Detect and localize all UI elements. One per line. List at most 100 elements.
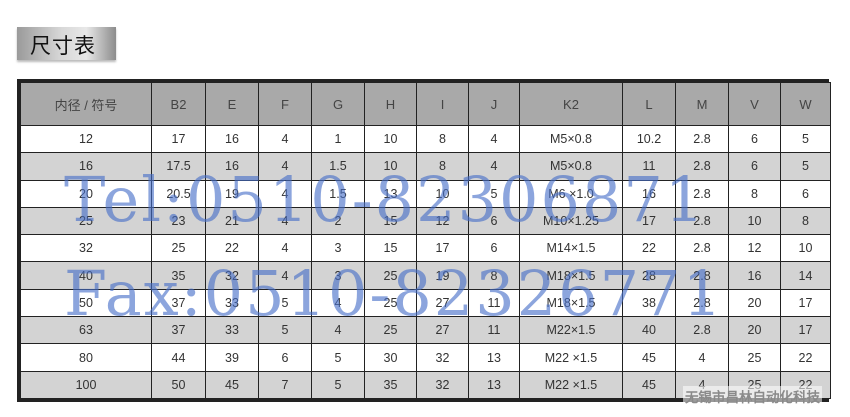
column-header: B2 (151, 82, 206, 126)
table-cell: M22×1.5 (519, 316, 623, 345)
table-cell: 4 (258, 152, 312, 181)
table-cell: 4 (468, 152, 520, 181)
table-cell: 5 (311, 370, 365, 400)
table-cell: 17 (416, 234, 469, 263)
table-cell: 5 (780, 124, 831, 154)
table-cell: 8 (468, 261, 520, 290)
table-cell: 45 (622, 343, 676, 372)
table-row: 25 23 21 4 2 15 12 6 M10×1.25 17 2.8 10 8 (20, 206, 831, 236)
table-cell: 25 (151, 234, 206, 263)
table-cell: 80 (20, 343, 152, 372)
column-header: W (780, 82, 831, 126)
table-cell: M22 ×1.5 (519, 370, 623, 400)
table-cell: 25 (20, 206, 152, 236)
table-cell: 12 (416, 206, 469, 236)
table-cell: 38 (622, 288, 676, 318)
table-cell: 6 (468, 234, 520, 263)
table-cell: 5 (468, 179, 520, 208)
table-cell: 25 (728, 343, 781, 372)
table-cell: 33 (205, 316, 259, 345)
table-cell: 4 (468, 124, 520, 154)
table-cell: 2.8 (675, 288, 729, 318)
table-cell: 16 (205, 152, 259, 181)
table-cell: 28 (622, 261, 676, 290)
table-cell: 35 (364, 370, 417, 400)
table-cell: 40 (622, 316, 676, 345)
table-cell: 11 (622, 152, 676, 181)
table-cell: 6 (728, 124, 781, 154)
table-cell: 20 (728, 316, 781, 345)
column-header: V (728, 82, 781, 126)
table-cell: 6 (780, 179, 831, 208)
table-header-row: 内径 / 符号 B2 E F G H I J K2 L M V W (20, 82, 831, 126)
column-header: I (416, 82, 469, 126)
watermark-company: 无锡市昌林自动化科技 (683, 386, 822, 406)
table-cell: 22 (780, 370, 831, 400)
table-cell: 6 (728, 152, 781, 181)
table-cell: 10.2 (622, 124, 676, 154)
table-row: 12 17 16 4 1 10 8 4 M5×0.8 10.2 2.8 6 5 (20, 124, 831, 154)
table-cell: 19 (416, 261, 469, 290)
table-cell: 16 (622, 179, 676, 208)
table-cell: 3 (311, 261, 365, 290)
table-cell: 1.5 (311, 179, 365, 208)
table-cell: 17 (622, 206, 676, 236)
table-cell: 2.8 (675, 206, 729, 236)
table-cell: M5×0.8 (519, 152, 623, 181)
table-cell: M18×1.5 (519, 288, 623, 318)
table-cell: 20 (728, 288, 781, 318)
table-row: 50 37 33 5 4 25 27 11 M18×1.5 38 2.8 20 17 (20, 288, 831, 318)
table-cell: 7 (258, 370, 312, 400)
table-cell: 35 (151, 261, 206, 290)
table-cell: 20.5 (151, 179, 206, 208)
table-cell: 32 (416, 370, 469, 400)
table-cell: 63 (20, 316, 152, 345)
table-cell: 10 (364, 152, 417, 181)
table-cell: 4 (675, 343, 729, 372)
dimension-table-frame: 内径 / 符号 B2 E F G H I J K2 L M V W 12 17 16 4 1 10 8 4 M5×0.8… (17, 79, 831, 402)
table-cell: 23 (151, 206, 206, 236)
table-cell: 22 (205, 234, 259, 263)
section-title-tab: 尺寸表 (17, 27, 116, 60)
table-cell: 2.8 (675, 234, 729, 263)
table-cell: 17 (780, 288, 831, 318)
column-header: 内径 / 符号 (20, 82, 152, 126)
table-cell: 16 (20, 152, 152, 181)
table-cell: 14 (780, 261, 831, 290)
table-cell: 3 (311, 234, 365, 263)
table-cell: 10 (780, 234, 831, 263)
table-row: 100 50 45 7 5 35 32 13 M22 ×1.5 45 4 25 22 (20, 370, 831, 400)
table-cell: 12 (20, 124, 152, 154)
table-cell: 5 (258, 288, 312, 318)
table-cell: M5×0.8 (519, 124, 623, 154)
table-cell: 13 (468, 343, 520, 372)
table-cell: 1.5 (311, 152, 365, 181)
table-cell: 5 (780, 152, 831, 181)
table-cell: 16 (728, 261, 781, 290)
table-cell: 45 (622, 370, 676, 400)
column-header: F (258, 82, 312, 126)
table-cell: 13 (364, 179, 417, 208)
table-cell: 100 (20, 370, 152, 400)
table-cell: 50 (20, 288, 152, 318)
column-header: K2 (519, 82, 623, 126)
table-cell: 22 (622, 234, 676, 263)
table-cell: 11 (468, 288, 520, 318)
dimension-table: 内径 / 符号 B2 E F G H I J K2 L M V W 12 17 16 4 1 10 8 4 M5×0.8… (20, 82, 831, 400)
table-cell: 4 (258, 206, 312, 236)
table-cell: 13 (468, 370, 520, 400)
table-cell: 21 (205, 206, 259, 236)
table-cell: M10×1.25 (519, 206, 623, 236)
table-cell: 8 (416, 152, 469, 181)
table-cell: 1 (311, 124, 365, 154)
table-cell: 4 (258, 234, 312, 263)
column-header: E (205, 82, 259, 126)
table-cell: M6 ×1.0 (519, 179, 623, 208)
table-cell: 25 (364, 288, 417, 318)
table-cell: 17.5 (151, 152, 206, 181)
table-cell: 4 (311, 288, 365, 318)
table-cell: 2.8 (675, 124, 729, 154)
table-cell: 17 (151, 124, 206, 154)
table-cell: 17 (780, 316, 831, 345)
section-title: 尺寸表 (30, 34, 96, 58)
